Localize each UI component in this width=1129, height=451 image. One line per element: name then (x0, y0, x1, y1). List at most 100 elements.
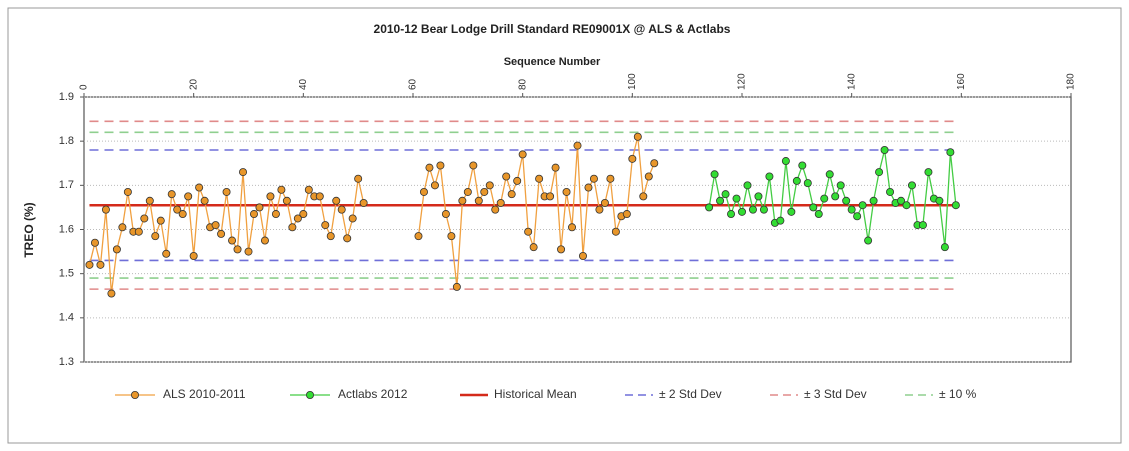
data-point (271, 210, 280, 219)
data-point (716, 196, 725, 205)
data-point (145, 196, 154, 205)
data-point (611, 227, 620, 236)
data-point (589, 174, 598, 183)
legend-marker (130, 390, 139, 399)
data-point (332, 196, 341, 205)
data-point (107, 289, 116, 298)
data-point (217, 229, 226, 238)
data-point (337, 205, 346, 214)
data-point (584, 183, 593, 192)
data-point (233, 245, 242, 254)
x-tick-label: 120 (737, 73, 748, 90)
data-point (255, 203, 264, 212)
data-point (600, 198, 609, 207)
data-point (463, 187, 472, 196)
x-tick-label: 160 (956, 73, 967, 90)
y-tick-label: 1.4 (59, 312, 74, 324)
data-point (167, 190, 176, 199)
data-point (162, 249, 171, 258)
data-point (880, 145, 889, 154)
data-point (705, 203, 714, 212)
data-point (847, 205, 856, 214)
data-point (902, 201, 911, 210)
data-point (458, 196, 467, 205)
data-point (140, 214, 149, 223)
data-point (858, 201, 867, 210)
data-point (228, 236, 237, 245)
data-point (710, 170, 719, 179)
data-point (222, 187, 231, 196)
y-tick-label: 1.7 (59, 179, 74, 191)
data-point (178, 210, 187, 219)
frame (7, 7, 1122, 444)
data-point (864, 236, 873, 245)
data-point (321, 221, 330, 230)
data-point (918, 221, 927, 230)
data-point (606, 174, 615, 183)
data-point (738, 207, 747, 216)
data-point (151, 232, 160, 241)
data-point (184, 192, 193, 201)
data-point (573, 141, 582, 150)
data-point (924, 168, 933, 177)
y-tick-label: 1.6 (59, 223, 74, 235)
data-point (644, 172, 653, 181)
data-point (101, 205, 110, 214)
y-tick-label: 1.3 (59, 356, 74, 368)
data-point (249, 210, 258, 219)
data-point (551, 163, 560, 172)
data-point (946, 148, 955, 157)
x-tick-label: 180 (1066, 73, 1077, 90)
data-point (359, 198, 368, 207)
data-point (831, 192, 840, 201)
data-point (496, 198, 505, 207)
legend-label: ± 10 % (939, 387, 977, 401)
data-point (732, 194, 741, 203)
data-point (546, 192, 555, 201)
series-line (708, 149, 957, 248)
data-point (743, 181, 752, 190)
data-point (787, 207, 796, 216)
x-tick-label: 20 (188, 78, 199, 90)
data-point (200, 196, 209, 205)
data-point (578, 251, 587, 260)
data-point (650, 159, 659, 168)
legend-label: Actlabs 2012 (338, 387, 408, 401)
data-point (875, 168, 884, 177)
data-point (211, 221, 220, 230)
y-axis-label: TREO (%) (22, 202, 36, 257)
legend-label: Historical Mean (494, 387, 577, 401)
data-point (112, 245, 121, 254)
data-point (419, 187, 428, 196)
data-point (524, 227, 533, 236)
chart-title: 2010-12 Bear Lodge Drill Standard RE0900… (374, 22, 731, 36)
data-point (529, 243, 538, 252)
data-point (754, 192, 763, 201)
data-point (173, 205, 182, 214)
data-point (315, 192, 324, 201)
x-tick-label: 0 (79, 84, 90, 90)
data-point (447, 232, 456, 241)
data-point (441, 210, 450, 219)
data-point (502, 172, 511, 181)
data-point (118, 223, 127, 232)
data-point (781, 157, 790, 166)
data-point (951, 201, 960, 210)
data-point (628, 154, 637, 163)
y-tick-label: 1.8 (59, 135, 74, 147)
x-tick-label: 100 (627, 73, 638, 90)
data-point (727, 210, 736, 219)
data-point (935, 196, 944, 205)
data-point (820, 194, 829, 203)
data-point (304, 185, 313, 194)
data-point (293, 214, 302, 223)
data-point (491, 205, 500, 214)
data-point (288, 223, 297, 232)
data-point (836, 181, 845, 190)
data-point (798, 161, 807, 170)
legend-label: ALS 2010-2011 (163, 387, 246, 401)
data-point (343, 234, 352, 243)
data-point (277, 185, 286, 194)
data-point (748, 205, 757, 214)
